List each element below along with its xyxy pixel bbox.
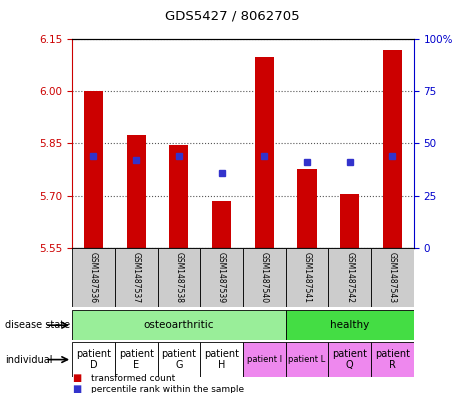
Bar (212, 201, 231, 248)
Bar (286, 248, 328, 307)
Text: osteoarthritic: osteoarthritic (144, 320, 214, 330)
Bar (72, 310, 286, 340)
Text: healthy: healthy (330, 320, 369, 330)
Text: patient
G: patient G (161, 349, 196, 370)
Bar (72, 248, 115, 307)
Bar (286, 342, 328, 377)
Text: GSM1487540: GSM1487540 (260, 252, 269, 303)
Text: GSM1487542: GSM1487542 (345, 252, 354, 303)
Bar (115, 342, 158, 377)
Text: ■: ■ (72, 373, 81, 384)
Bar (158, 248, 200, 307)
Bar (340, 194, 359, 248)
Text: patient
E: patient E (119, 349, 153, 370)
Text: patient L: patient L (288, 355, 326, 364)
Bar (115, 248, 158, 307)
Bar (158, 342, 200, 377)
Text: GSM1487537: GSM1487537 (132, 252, 140, 303)
Text: percentile rank within the sample: percentile rank within the sample (91, 385, 244, 393)
Bar (84, 91, 103, 248)
Text: GDS5427 / 8062705: GDS5427 / 8062705 (165, 10, 300, 23)
Text: patient
H: patient H (204, 349, 239, 370)
Text: patient
Q: patient Q (332, 349, 367, 370)
Text: patient
D: patient D (76, 349, 111, 370)
Bar (126, 135, 146, 248)
Bar (200, 342, 243, 377)
Text: GSM1487539: GSM1487539 (217, 252, 226, 303)
Bar (200, 248, 243, 307)
Text: patient
R: patient R (375, 349, 410, 370)
Text: GSM1487543: GSM1487543 (388, 252, 397, 303)
Text: individual: individual (5, 354, 52, 365)
Bar (286, 310, 414, 340)
Text: GSM1487536: GSM1487536 (89, 252, 98, 303)
Bar (72, 342, 115, 377)
Bar (328, 248, 371, 307)
Text: ■: ■ (72, 384, 81, 393)
Text: GSM1487541: GSM1487541 (303, 252, 312, 303)
Bar (328, 342, 371, 377)
Bar (169, 145, 188, 248)
Bar (255, 57, 274, 248)
Bar (383, 50, 402, 248)
Text: patient I: patient I (247, 355, 282, 364)
Bar (371, 342, 414, 377)
Bar (243, 248, 286, 307)
Bar (298, 169, 317, 248)
Bar (243, 342, 286, 377)
Text: disease state: disease state (5, 320, 70, 330)
Text: transformed count: transformed count (91, 374, 175, 383)
Text: GSM1487538: GSM1487538 (174, 252, 183, 303)
Bar (371, 248, 414, 307)
